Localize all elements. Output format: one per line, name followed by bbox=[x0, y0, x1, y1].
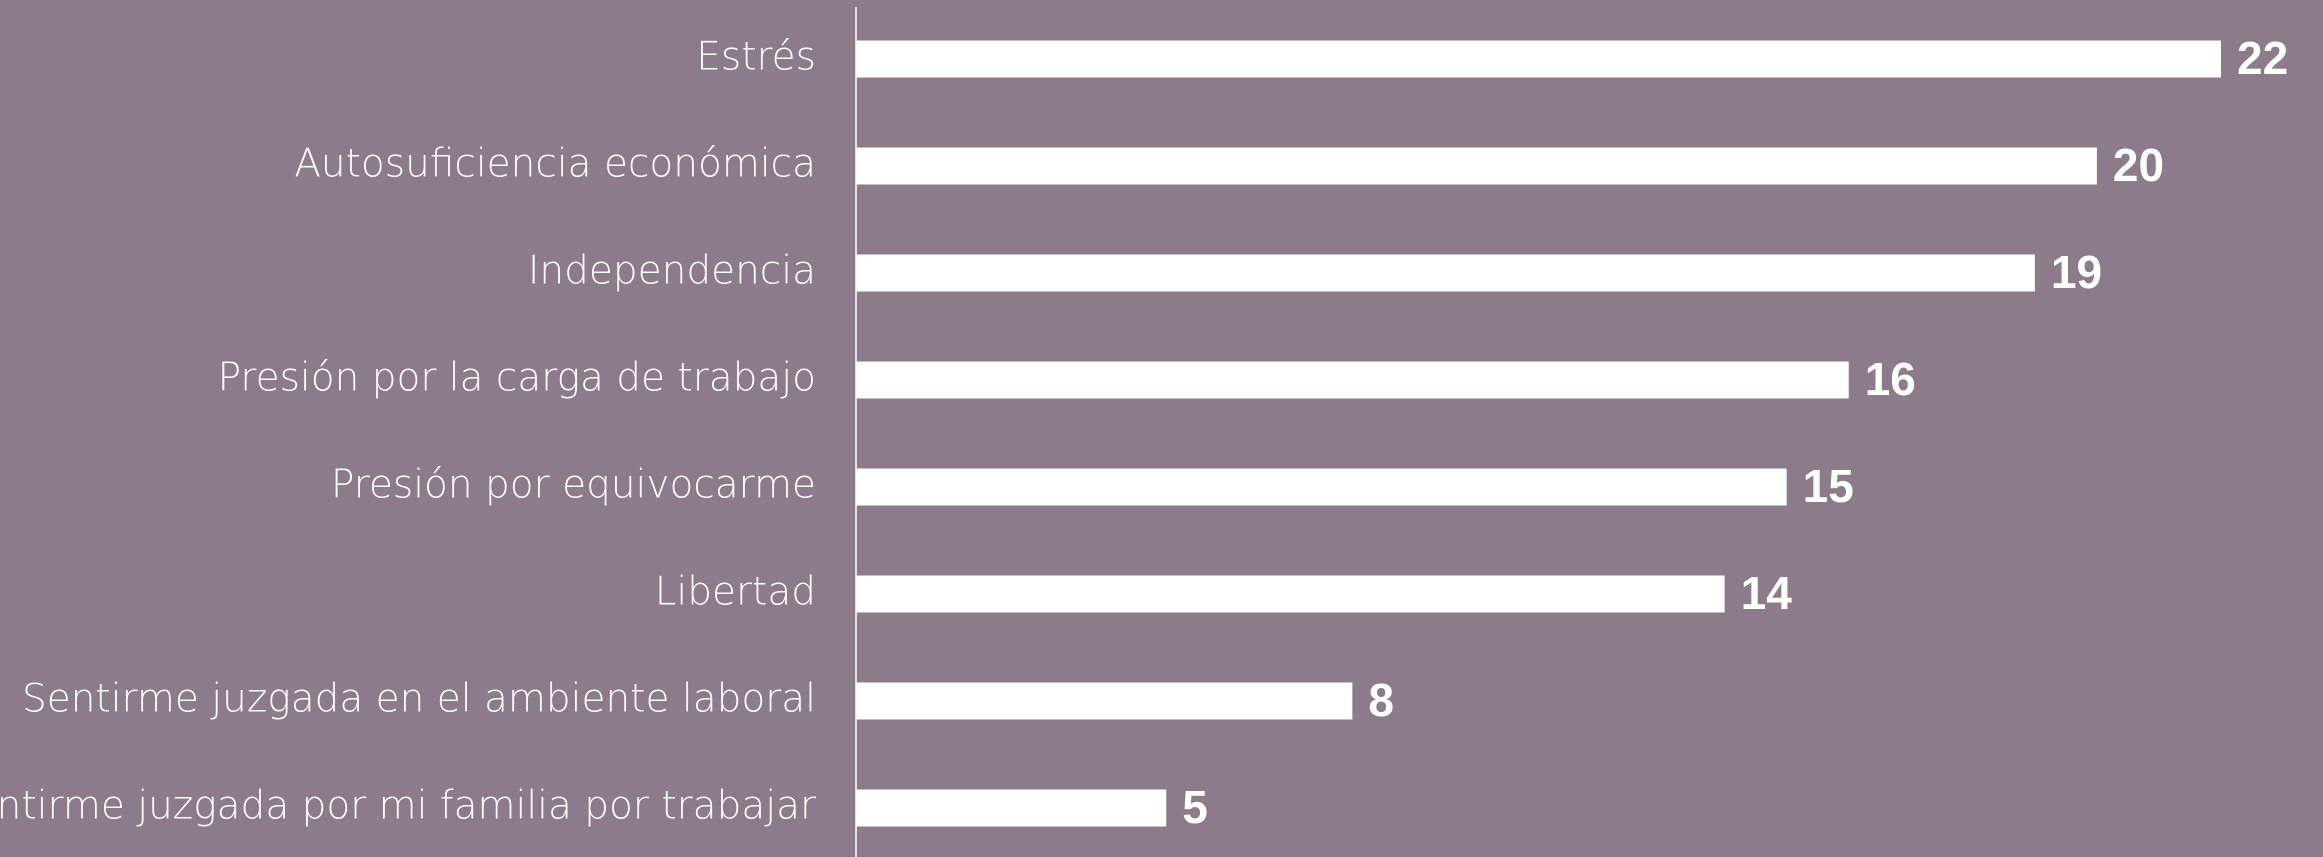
bar bbox=[856, 40, 2221, 78]
value-label: 8 bbox=[1368, 674, 1394, 726]
bar bbox=[856, 575, 1725, 613]
bar bbox=[856, 789, 1167, 827]
bar bbox=[856, 147, 2097, 185]
value-label: 5 bbox=[1182, 781, 1208, 833]
value-label: 16 bbox=[1865, 353, 1916, 405]
value-label: 14 bbox=[1741, 567, 1793, 619]
value-label: 20 bbox=[2113, 139, 2164, 191]
value-label: 19 bbox=[2051, 246, 2102, 298]
value-label: 15 bbox=[1803, 460, 1854, 512]
category-label: Estrés bbox=[696, 35, 816, 80]
category-label: Presión por la carga de trabajo bbox=[218, 356, 816, 401]
category-label: Sentirme juzgada por mi familia por trab… bbox=[0, 784, 816, 829]
bar bbox=[856, 682, 1353, 720]
bar bbox=[856, 254, 2035, 292]
category-label: Libertad bbox=[655, 570, 816, 615]
bar bbox=[856, 468, 1787, 506]
category-label: Autosuficiencia económica bbox=[294, 142, 816, 187]
category-label: Sentirme juzgada en el ambiente laboral bbox=[22, 677, 816, 722]
category-label: Presión por equivocarme bbox=[331, 463, 816, 508]
value-label: 22 bbox=[2237, 32, 2288, 84]
category-label: Independencia bbox=[528, 249, 816, 294]
bar bbox=[856, 361, 1849, 399]
